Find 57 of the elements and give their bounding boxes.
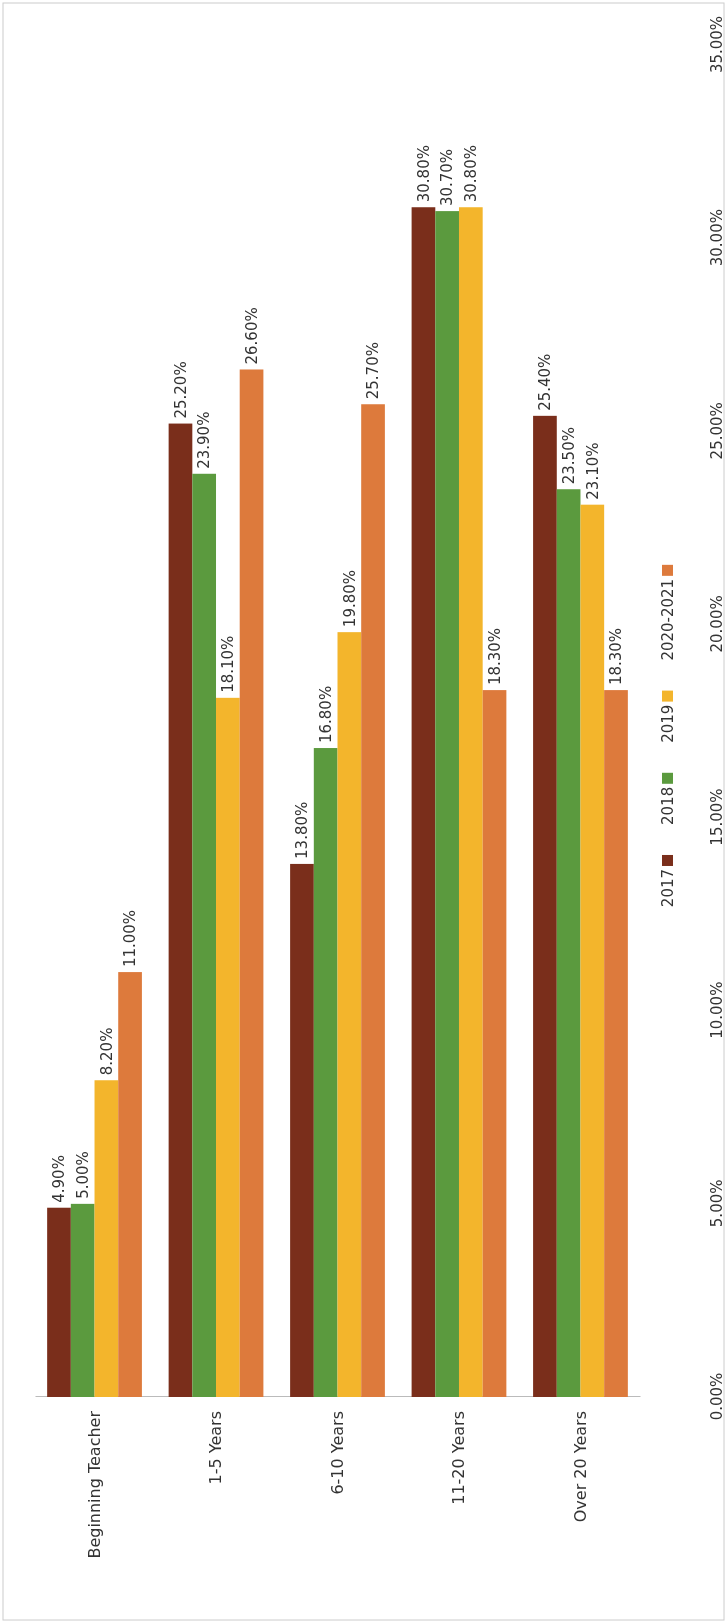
bar <box>580 504 605 1397</box>
y-tick-label: 25.00% <box>707 402 726 460</box>
bar <box>556 489 581 1397</box>
data-label: 18.10% <box>219 635 238 693</box>
data-label: 4.90% <box>50 1155 69 1203</box>
legend-label: 2020-2021 <box>659 578 678 661</box>
bar <box>290 863 314 1397</box>
data-label: 30.80% <box>414 145 433 203</box>
bar <box>70 1203 95 1397</box>
bar <box>47 1207 71 1397</box>
data-label: 23.50% <box>559 427 578 485</box>
data-label: 23.90% <box>195 411 214 469</box>
data-label: 26.60% <box>242 307 261 365</box>
legend-label: 2018 <box>659 786 678 825</box>
data-label: 25.20% <box>171 361 190 419</box>
data-label: 16.80% <box>316 685 335 744</box>
y-tick-label: 30.00% <box>707 209 726 267</box>
bar <box>192 473 217 1397</box>
bar <box>94 1080 119 1397</box>
bar <box>216 697 240 1397</box>
x-tick-label: 6-10 Years <box>327 1411 347 1495</box>
x-tick-label: 1-5 Years <box>206 1411 226 1485</box>
bar <box>604 690 628 1397</box>
data-label: 5.00% <box>73 1151 92 1199</box>
data-label: 11.00% <box>121 909 140 968</box>
y-tick-label: 35.00% <box>707 15 726 74</box>
data-label: 30.80% <box>462 145 481 203</box>
y-tick-label: 5.00% <box>707 1179 726 1228</box>
x-tick-label: 11-20 Years <box>449 1411 469 1505</box>
bar <box>337 632 362 1397</box>
legend-label: 2019 <box>659 704 678 743</box>
y-tick-label: 20.00% <box>707 595 726 653</box>
bar <box>361 404 385 1397</box>
bar <box>411 207 436 1397</box>
y-tick-label: 15.00% <box>707 788 726 846</box>
data-label: 13.80% <box>293 801 312 859</box>
bar <box>533 415 557 1397</box>
data-label: 18.30% <box>485 627 504 686</box>
y-tick-label: 0.00% <box>707 1372 726 1421</box>
data-label: 18.30% <box>607 627 626 686</box>
data-label: 23.10% <box>583 442 602 500</box>
data-label: 30.70% <box>438 148 457 207</box>
bar <box>482 690 507 1397</box>
data-label: 8.20% <box>97 1027 116 1076</box>
x-tick-label: Beginning Teacher <box>84 1410 104 1559</box>
bar <box>313 748 338 1397</box>
bar <box>118 972 142 1397</box>
y-tick-label: 10.00% <box>707 981 726 1039</box>
data-label: 19.80% <box>340 569 359 628</box>
data-label: 25.70% <box>364 342 383 400</box>
bar <box>435 211 459 1397</box>
data-label: 25.40% <box>536 353 555 411</box>
bar <box>239 369 264 1397</box>
legend-label: 2017 <box>659 868 678 908</box>
bar <box>168 423 193 1397</box>
x-tick-label: Over 20 Years <box>570 1411 590 1523</box>
bar <box>458 207 483 1397</box>
